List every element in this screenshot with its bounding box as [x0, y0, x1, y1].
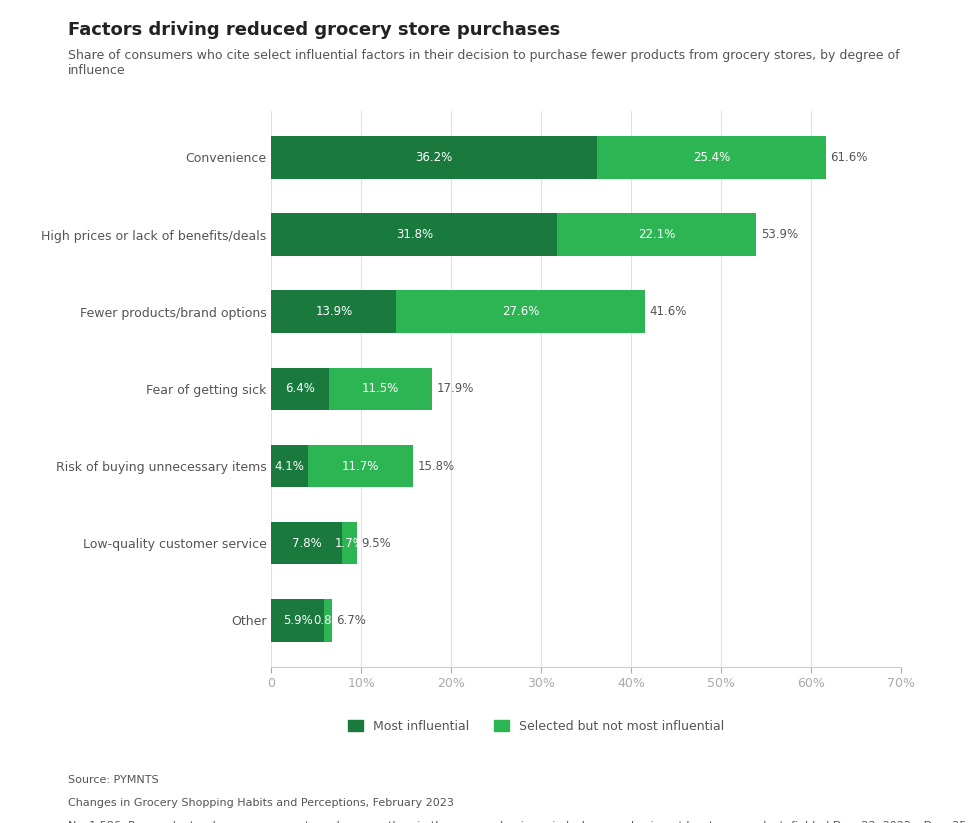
- Bar: [325, 599, 331, 642]
- Text: 53.9%: 53.9%: [761, 228, 797, 241]
- Text: 13.9%: 13.9%: [315, 305, 353, 319]
- Text: 6.7%: 6.7%: [336, 614, 366, 627]
- Text: 15.8%: 15.8%: [418, 459, 455, 472]
- Text: 31.8%: 31.8%: [395, 228, 433, 241]
- Text: 36.2%: 36.2%: [416, 151, 453, 164]
- Text: 4.1%: 4.1%: [275, 459, 304, 472]
- Text: Factors driving reduced grocery store purchases: Factors driving reduced grocery store pu…: [68, 21, 560, 39]
- Text: 17.9%: 17.9%: [437, 383, 474, 395]
- Text: Source: PYMNTS: Source: PYMNTS: [68, 775, 159, 785]
- Text: N= 1,586: Respondents who use grocery stores less now than in the pre-pandemic p: N= 1,586: Respondents who use grocery st…: [68, 821, 969, 823]
- Text: 25.4%: 25.4%: [693, 151, 730, 164]
- Bar: [341, 522, 357, 565]
- Text: Share of consumers who cite select influential factors in their decision to purc: Share of consumers who cite select influ…: [68, 49, 899, 77]
- Bar: [271, 136, 597, 179]
- Bar: [271, 213, 557, 256]
- Text: 0.8%: 0.8%: [313, 614, 343, 627]
- Text: 41.6%: 41.6%: [649, 305, 687, 319]
- Bar: [271, 368, 328, 410]
- Text: 5.9%: 5.9%: [283, 614, 313, 627]
- Text: 11.7%: 11.7%: [342, 459, 380, 472]
- Bar: [271, 522, 341, 565]
- Bar: [328, 368, 432, 410]
- Text: 1.7%: 1.7%: [334, 537, 364, 550]
- Text: 6.4%: 6.4%: [285, 383, 315, 395]
- Bar: [308, 444, 414, 487]
- Bar: [396, 291, 644, 333]
- Text: 61.6%: 61.6%: [830, 151, 867, 164]
- Text: 7.8%: 7.8%: [292, 537, 322, 550]
- Bar: [271, 444, 308, 487]
- Bar: [271, 291, 396, 333]
- Bar: [557, 213, 756, 256]
- Bar: [597, 136, 826, 179]
- Text: 11.5%: 11.5%: [362, 383, 399, 395]
- Text: 22.1%: 22.1%: [639, 228, 675, 241]
- Text: 27.6%: 27.6%: [502, 305, 539, 319]
- Bar: [271, 599, 325, 642]
- Text: 9.5%: 9.5%: [361, 537, 391, 550]
- Legend: Most influential, Selected but not most influential: Most influential, Selected but not most …: [343, 715, 729, 738]
- Text: Changes in Grocery Shopping Habits and Perceptions, February 2023: Changes in Grocery Shopping Habits and P…: [68, 798, 453, 808]
